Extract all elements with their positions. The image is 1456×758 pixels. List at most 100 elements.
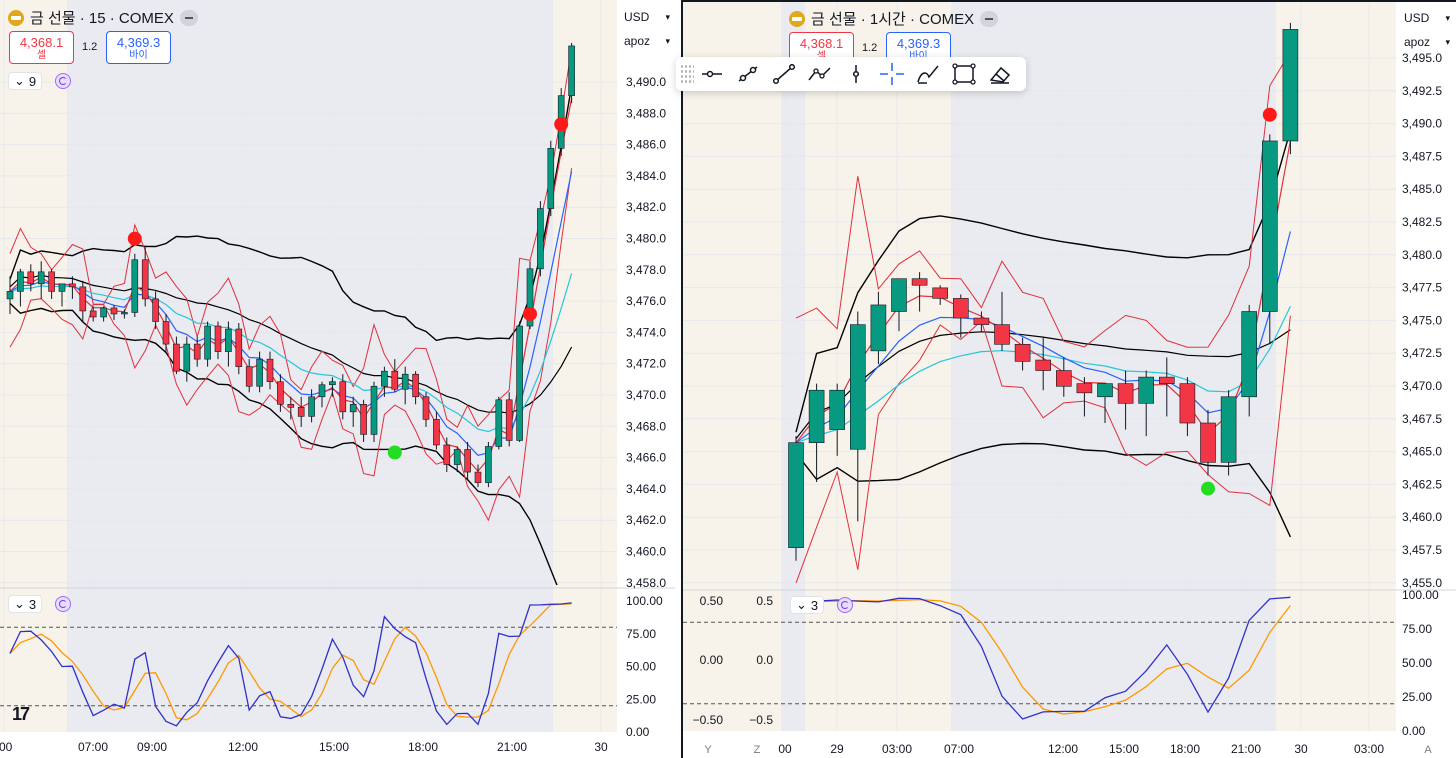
candle-up — [829, 389, 845, 430]
osc-axis-label: 75.00 — [626, 627, 656, 641]
left-indicators-toggle[interactable]: ⌄ 9 — [8, 72, 43, 90]
candle-up — [131, 259, 139, 313]
rectangle-icon[interactable] — [946, 59, 982, 89]
pane-divider[interactable] — [675, 0, 681, 758]
candle-down — [474, 471, 482, 483]
candle-up — [495, 399, 503, 447]
left-symbol-title[interactable]: 금 선물 · 15 · COMEX — [30, 10, 174, 27]
price-axis-label: 3,455.0 — [1402, 576, 1442, 590]
candle-up — [6, 291, 14, 300]
brush-icon[interactable] — [910, 59, 946, 89]
candle-up — [1097, 383, 1113, 398]
left-buy-button[interactable]: 4,369.3 바이 — [106, 31, 171, 64]
sync-icon[interactable] — [55, 596, 71, 612]
price-axis-label: 3,475.0 — [1402, 313, 1442, 327]
osc-axis-label: 100.00 — [626, 594, 663, 608]
trend-angle-icon[interactable] — [730, 59, 766, 89]
sync-icon[interactable] — [55, 73, 71, 89]
candle-down — [952, 298, 969, 319]
osc-axis-label: 50.00 — [626, 660, 656, 674]
left-symbol-header[interactable]: 금 선물 · 15 · COMEX — [8, 7, 198, 28]
drawing-toolbar[interactable] — [676, 57, 1026, 91]
candle-up — [204, 325, 211, 360]
candle-down — [360, 404, 367, 435]
candle-down — [973, 317, 990, 325]
right-more-icon[interactable] — [980, 10, 999, 27]
left-sell-button[interactable]: 4,368.1 셀 — [9, 31, 74, 64]
sell-signal-dot — [127, 231, 142, 246]
candle-up — [349, 404, 357, 413]
price-axis-label: 3,480.0 — [626, 232, 666, 246]
left-unit-select[interactable]: apoz ▾ — [620, 31, 674, 51]
eraser-icon[interactable] — [982, 59, 1018, 89]
crosshair-icon[interactable] — [874, 59, 910, 89]
osc-mid-axis-label: 0.0 — [756, 653, 773, 667]
stoch-k-line — [9, 602, 572, 727]
right-buy-label: 바이 — [887, 51, 950, 62]
left-osc-toggle[interactable]: ⌄ 3 — [8, 595, 43, 613]
time-axis-label: 03:00 — [882, 742, 912, 756]
candle-up — [453, 449, 461, 465]
candle-up — [526, 268, 534, 327]
price-axis-label: 3,487.5 — [1402, 149, 1442, 163]
price-axis-label: 3,460.0 — [626, 545, 666, 559]
candle-up — [37, 271, 45, 285]
time-axis-label: 18:00 — [1170, 742, 1200, 756]
right-osc-toggle[interactable]: ⌄ 3 — [790, 596, 825, 614]
chevron-down-icon: ▾ — [665, 35, 670, 46]
vertical-line-icon[interactable] — [838, 59, 874, 89]
left-more-icon[interactable] — [179, 9, 198, 26]
candle-down — [193, 343, 201, 360]
path-icon[interactable] — [802, 59, 838, 89]
candle-up — [121, 312, 128, 315]
gold-futures-icon — [789, 10, 805, 27]
price-axis-label: 3,457.5 — [1402, 543, 1442, 557]
candle-up — [850, 324, 866, 450]
candle-up — [1241, 311, 1258, 398]
price-axis-label: 3,476.0 — [626, 294, 666, 308]
candle-up — [537, 208, 544, 270]
right-symbol-title[interactable]: 금 선물 · 1시간 · COMEX — [811, 11, 975, 28]
right-chart-canvas[interactable]: 3,495.0 3,492.5 3,490.0 3,487.5 3,485.0 3,482… — [683, 2, 1456, 758]
candle-down — [391, 370, 399, 390]
gold-futures-icon — [8, 9, 24, 26]
ema-cyan-line — [9, 273, 573, 433]
price-axis-label: 3,462.0 — [626, 513, 666, 527]
trend-line-icon[interactable] — [766, 59, 802, 89]
left-chart-canvas[interactable]: 3,490.0 3,488.0 3,486.0 3,484.0 3,482.0 3,480… — [0, 0, 675, 758]
candle-down — [173, 343, 180, 372]
candle-up — [485, 446, 492, 483]
sync-icon[interactable] — [837, 597, 853, 613]
time-axis-label: 15:00 — [319, 740, 349, 754]
horizontal-ray-icon[interactable] — [694, 59, 730, 89]
candle-down — [433, 419, 440, 446]
price-axis-label: 3,466.0 — [626, 451, 666, 465]
left-currency-select[interactable]: USD ▾ — [620, 7, 674, 27]
right-symbol-header[interactable]: 금 선물 · 1시간 · COMEX — [789, 8, 999, 29]
price-axis-label: 3,482.5 — [1402, 215, 1442, 229]
left-currency-value: USD — [624, 10, 650, 24]
drag-handle-icon[interactable] — [680, 64, 694, 84]
osc-left-axis-label: −0.50 — [693, 713, 724, 727]
price-axis-label: 3,495.0 — [1402, 51, 1442, 65]
time-axis-label: 03:00 — [1354, 742, 1384, 756]
tradingview-logo[interactable]: 17 — [12, 704, 30, 724]
candle-up — [308, 396, 315, 417]
left-chart-pane[interactable]: 3,490.0 3,488.0 3,486.0 3,484.0 3,482.0 3,480… — [0, 0, 675, 758]
right-unit-select[interactable]: apoz ▾ — [1400, 32, 1454, 52]
price-axis-label: 3,462.5 — [1402, 477, 1442, 491]
price-axis-label: 3,458.0 — [626, 576, 666, 590]
candle-down — [412, 373, 419, 398]
right-currency-select[interactable]: USD ▾ — [1400, 8, 1454, 28]
candle-down — [89, 310, 97, 318]
candle-up — [256, 358, 263, 387]
right-chart-pane[interactable]: 3,495.0 3,492.5 3,490.0 3,487.5 3,485.0 3,482… — [681, 0, 1456, 758]
candle-down — [162, 321, 170, 345]
ema-blue-line — [9, 171, 573, 456]
a-corner-label: A — [1424, 744, 1432, 756]
osc-axis-label: 50.00 — [1402, 656, 1432, 670]
candle-down — [69, 283, 76, 288]
osc-left-axis-label: 0.50 — [700, 594, 724, 608]
candle-up — [183, 343, 191, 372]
price-axis-label: 3,490.0 — [1402, 117, 1442, 131]
